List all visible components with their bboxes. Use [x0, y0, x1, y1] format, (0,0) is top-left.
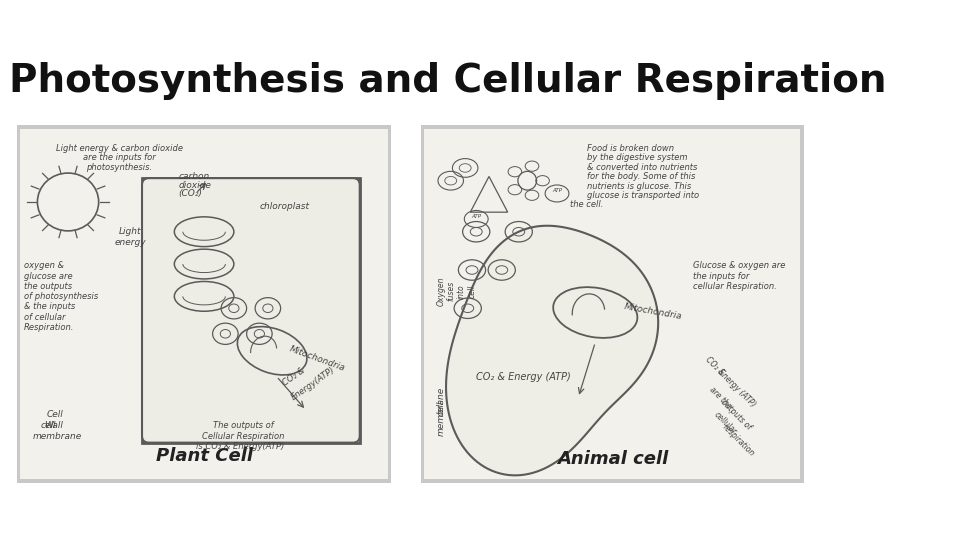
- Text: Mitochondria: Mitochondria: [623, 302, 683, 321]
- Text: CO₂ &: CO₂ &: [280, 366, 306, 388]
- Text: the outputs: the outputs: [24, 282, 72, 291]
- Text: nutrients is glucose. This: nutrients is glucose. This: [587, 181, 691, 191]
- Text: Photosynthesis and Cellular Respiration: Photosynthesis and Cellular Respiration: [9, 62, 886, 100]
- Text: by the digestive system: by the digestive system: [587, 153, 687, 163]
- Text: Plant Cell: Plant Cell: [156, 447, 252, 465]
- Text: are the: are the: [708, 385, 733, 410]
- Text: CO₂ & Energy (ATP): CO₂ & Energy (ATP): [475, 372, 570, 382]
- Text: cellular: cellular: [712, 410, 738, 436]
- Text: Cellular Respiration: Cellular Respiration: [203, 431, 285, 441]
- Text: carbon: carbon: [179, 172, 210, 181]
- Text: Mitochondria: Mitochondria: [288, 344, 346, 373]
- Text: are the inputs for: are the inputs for: [83, 153, 156, 163]
- Text: cell: cell: [436, 401, 445, 416]
- Text: ATP: ATP: [552, 188, 563, 193]
- Text: chloroplast: chloroplast: [259, 202, 309, 211]
- Bar: [420, 125, 804, 483]
- Text: photosynthesis.: photosynthesis.: [86, 163, 152, 172]
- Text: membrane: membrane: [436, 387, 445, 436]
- Text: glucose are: glucose are: [24, 272, 72, 281]
- Bar: [142, 178, 360, 443]
- Text: Glucose & oxygen are: Glucose & oxygen are: [693, 261, 785, 271]
- Text: Respiration.: Respiration.: [24, 323, 74, 332]
- Text: Wall: Wall: [44, 421, 63, 429]
- Text: CO₂ &: CO₂ &: [704, 355, 726, 377]
- Text: & the inputs: & the inputs: [24, 302, 75, 312]
- Text: respiration: respiration: [721, 423, 756, 458]
- Text: outputs of: outputs of: [719, 397, 753, 431]
- Text: Food is broken down: Food is broken down: [587, 144, 674, 153]
- Bar: [17, 125, 391, 483]
- Text: Animal cell: Animal cell: [557, 450, 668, 468]
- Text: (CO₂): (CO₂): [179, 189, 203, 198]
- Bar: [20, 129, 388, 479]
- Text: Light
energy: Light energy: [114, 227, 146, 247]
- Text: dioxide: dioxide: [179, 181, 211, 190]
- Text: Energy (ATP): Energy (ATP): [716, 368, 757, 409]
- Bar: [424, 129, 801, 479]
- Text: the cell.: the cell.: [570, 200, 604, 210]
- Text: glucose is transported into: glucose is transported into: [587, 191, 699, 200]
- Text: of photosynthesis: of photosynthesis: [24, 292, 98, 301]
- Text: for the body. Some of this: for the body. Some of this: [587, 172, 695, 181]
- Text: ATP: ATP: [471, 214, 481, 219]
- Text: Energy(ATP): Energy(ATP): [289, 366, 336, 402]
- Text: Light energy & carbon dioxide: Light energy & carbon dioxide: [56, 144, 182, 153]
- Text: of cellular: of cellular: [24, 313, 65, 321]
- Text: the inputs for: the inputs for: [693, 272, 750, 281]
- Text: membrane: membrane: [33, 431, 82, 441]
- Text: is CO₂ & Energy(ATP): is CO₂ & Energy(ATP): [196, 442, 284, 451]
- Text: cell: cell: [41, 421, 57, 430]
- Text: The outputs of: The outputs of: [212, 421, 274, 430]
- FancyBboxPatch shape: [142, 178, 360, 443]
- Text: Oxygen
fuses
into
cell: Oxygen fuses into cell: [436, 276, 476, 306]
- Text: oxygen &: oxygen &: [24, 261, 63, 271]
- Text: cellular Respiration.: cellular Respiration.: [693, 282, 777, 291]
- Text: Cell: Cell: [47, 410, 63, 420]
- Text: & converted into nutrients: & converted into nutrients: [587, 163, 697, 172]
- Polygon shape: [446, 226, 659, 475]
